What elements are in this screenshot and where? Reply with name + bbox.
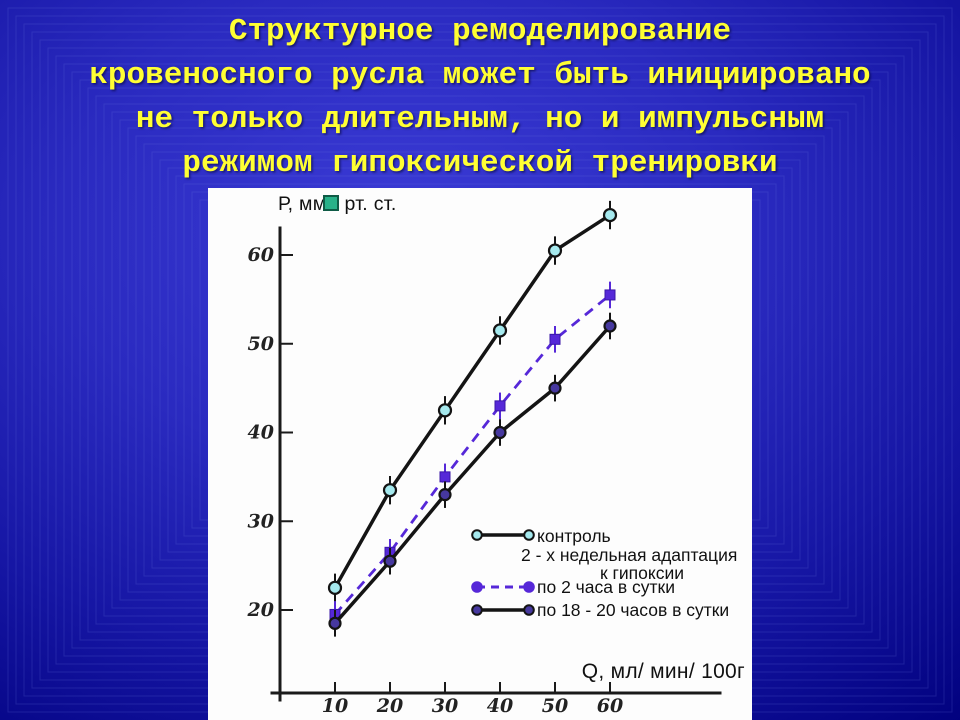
legend-marker	[471, 581, 535, 593]
y-tick-label: 30	[248, 510, 274, 532]
x-axis-title: Q, мл/ мин/ 100г	[582, 660, 745, 683]
y-axis-title: Р, мм рт. ст.	[278, 193, 397, 216]
series-square	[329, 281, 616, 628]
data-point	[494, 400, 506, 412]
y-tick-label: 40	[248, 422, 274, 444]
x-tick-label: 30	[432, 695, 458, 717]
legend-label-hypoxia: к гипоксии	[600, 563, 684, 583]
chart-generated-layer: 20 30 40 50 60 10 20 30 40 50 60	[247, 200, 722, 717]
legend-label-control: контроль	[537, 526, 611, 546]
x-tick-label: 60	[597, 695, 623, 717]
data-point	[439, 471, 451, 483]
data-point	[603, 319, 617, 333]
title-line-4: режимом гипоксической тренировки	[182, 146, 778, 181]
data-point	[602, 207, 618, 223]
chart-area: 20 30 40 50 60 10 20 30 40 50 60 контроль 2 - х не…	[208, 188, 752, 720]
series-line	[333, 213, 611, 589]
data-point	[382, 483, 398, 498]
data-point	[438, 488, 452, 502]
x-tick-label: 50	[542, 695, 568, 717]
legend-dot	[471, 529, 483, 541]
legend-dot	[523, 604, 535, 616]
title-line-1: Структурное ремоделирование	[228, 14, 732, 49]
x-tick-label: 10	[322, 695, 348, 717]
title-line-3: не только длительным, но и импульсным	[135, 102, 825, 137]
series-circle-open	[327, 200, 618, 603]
series-line	[333, 324, 612, 625]
x-tick-label: 40	[487, 695, 513, 717]
legend-marker	[471, 604, 535, 616]
y-tick-label: 20	[247, 599, 274, 621]
data-point	[327, 580, 343, 595]
title-line-2: кровеносного русла может быть инициирова…	[89, 58, 871, 93]
data-point	[604, 289, 616, 301]
y-axis-title-prefix: Р, мм	[278, 193, 327, 215]
legend-dot	[523, 581, 535, 593]
legend-dot	[471, 581, 483, 593]
green-square-icon	[323, 195, 340, 211]
legend-dot	[471, 604, 483, 616]
data-point	[493, 425, 507, 440]
data-point	[383, 554, 397, 568]
series-line	[333, 293, 611, 616]
line-chart: 20 30 40 50 60 10 20 30 40 50 60 контроль 2 - х не…	[247, 200, 745, 717]
x-tick-label: 20	[376, 695, 403, 717]
legend-label-18-20h: по 18 - 20 часов в сутки	[537, 600, 729, 620]
y-axis-title-suffix: рт. ст.	[344, 193, 397, 215]
data-point	[548, 381, 562, 395]
data-point	[547, 243, 563, 258]
data-point	[492, 323, 508, 338]
data-point	[437, 403, 453, 418]
legend-label-2h: по 2 часа в сутки	[537, 577, 675, 597]
legend-marker	[471, 529, 535, 541]
legend-dot	[523, 529, 535, 541]
y-tick-label: 50	[248, 333, 274, 355]
data-point	[549, 333, 561, 345]
legend-label-adaptation: 2 - х недельная адаптация	[521, 545, 737, 565]
series-circle	[328, 312, 617, 637]
data-point	[328, 616, 342, 630]
y-tick-label: 60	[248, 244, 274, 266]
slide-title: Структурное ремоделирование кровеносного…	[0, 10, 960, 186]
